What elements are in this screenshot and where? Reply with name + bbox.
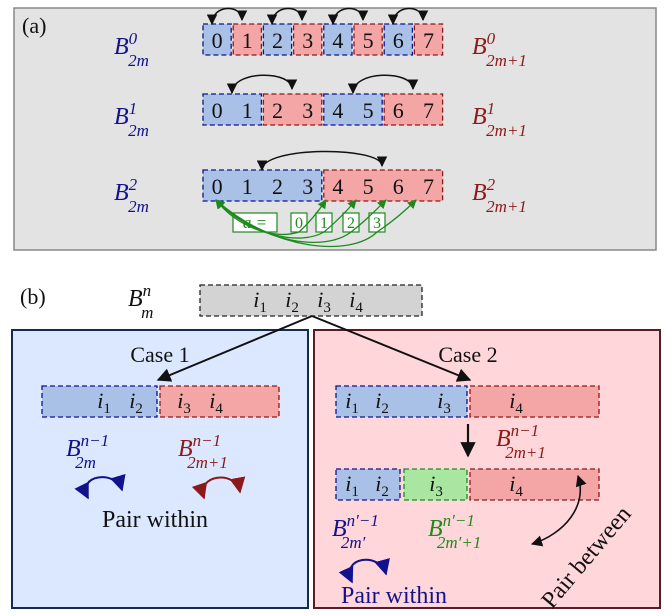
row2-group-0 xyxy=(202,169,323,202)
row0-left-label: B0 2m xyxy=(114,29,149,70)
case2-left2-label: Bn′−1 2m′ xyxy=(332,511,379,552)
case1-title: Case 1 xyxy=(130,342,189,367)
case1-right-label: Bn−1 2m+1 xyxy=(178,431,228,472)
row1-cell-6: 6 xyxy=(393,98,404,123)
case1-navy-loop-icon xyxy=(74,473,126,500)
a-value-3: 3 xyxy=(373,215,381,232)
case2-row1-blue-block xyxy=(335,385,468,418)
top-cell-0: i1 xyxy=(253,287,267,316)
row0-group-0 xyxy=(202,23,232,56)
row2-cell-1: 1 xyxy=(242,174,253,199)
row0-cell-5: 5 xyxy=(363,28,374,53)
case2-row2-green-cell-0: i3 xyxy=(429,471,443,500)
case2-row2-red-cell-0: i4 xyxy=(509,471,523,500)
case2-title: Case 2 xyxy=(438,342,497,367)
case2-row1-blue-cell-0: i1 xyxy=(345,388,359,417)
row2-swap-arc xyxy=(256,150,388,172)
case1-box xyxy=(11,329,309,609)
case2-row2-green-block xyxy=(403,468,468,501)
panel-a-tag: (a) xyxy=(22,13,46,38)
top-block-label: Bn m xyxy=(128,281,153,322)
panel-b: (b) Bn m i1 i2 i3 i4 Case 1 i1 i2 i3 i4 Bn−1 2m … xyxy=(11,281,661,614)
row2-cell-6: 6 xyxy=(393,174,404,199)
row0-cell-4: 4 xyxy=(332,28,343,53)
row0-cell-0: 0 xyxy=(212,28,223,53)
case1-blue-cell-0: i1 xyxy=(97,388,111,417)
row1-swap-arcs xyxy=(226,74,419,95)
row0-group-3 xyxy=(292,23,323,56)
row1-cell-0: 0 xyxy=(212,98,223,123)
row0-cell-7: 7 xyxy=(423,28,434,53)
row0-swap-arcs xyxy=(206,7,429,26)
case2-row2-blue-block xyxy=(335,468,401,501)
case1-maroon-loop-icon xyxy=(191,476,246,500)
green-mapping-arcs xyxy=(215,199,417,248)
a-value-0: 0 xyxy=(295,215,303,232)
row1-cell-4: 4 xyxy=(332,98,343,123)
row1-cell-2: 2 xyxy=(272,98,283,123)
case2-pair-within-label: Pair within xyxy=(341,583,447,609)
case1-blue-cell-1: i2 xyxy=(129,388,143,417)
row1-left-label: B1 2m xyxy=(114,99,149,140)
case2-row1-blue-cell-2: i3 xyxy=(437,388,451,417)
top-gray-block xyxy=(199,284,423,317)
row2-cell-4: 4 xyxy=(332,174,343,199)
case2-navy-loop-icon xyxy=(338,557,390,584)
row2-cell-3: 3 xyxy=(302,174,313,199)
branch-arrows xyxy=(156,315,472,382)
row2-cell-0: 0 xyxy=(212,174,223,199)
top-cell-3: i4 xyxy=(349,287,363,316)
row0-group-5 xyxy=(353,23,383,56)
case2-right-label: Bn−1 2m+1 xyxy=(496,421,546,462)
case1-blue-block xyxy=(41,385,158,418)
row1-group-0 xyxy=(202,93,263,126)
row2-cell-2: 2 xyxy=(272,174,283,199)
row1-cell-1: 1 xyxy=(242,98,253,123)
a-value-2: 2 xyxy=(347,215,355,232)
row0-cell-6: 6 xyxy=(393,28,404,53)
case2-green2-label: Bn′−1 2m′+1 xyxy=(428,511,481,552)
panel-b-tag: (b) xyxy=(20,284,46,309)
row1-group-2 xyxy=(323,93,383,126)
row1-group-1 xyxy=(262,93,323,126)
row2-cell-5: 5 xyxy=(363,174,374,199)
case1-red-cell-1: i4 xyxy=(209,388,223,417)
row1-cell-7: 7 xyxy=(423,98,434,123)
top-cell-1: i2 xyxy=(285,287,299,316)
a-label-box xyxy=(232,212,278,233)
case1-pair-label: Pair within xyxy=(102,507,208,533)
row0-group-7 xyxy=(413,23,444,56)
case2-row2-blue-cell-1: i2 xyxy=(375,471,389,500)
case1-left-label: Bn−1 2m xyxy=(66,431,109,472)
row1-right-label: B1 2m+1 xyxy=(472,99,527,140)
case2-pair-between-arrow xyxy=(530,474,587,547)
case1-red-block xyxy=(159,385,280,418)
row0-group-1 xyxy=(232,23,263,56)
case2-row1-blue-cell-1: i2 xyxy=(375,388,389,417)
case2-row1-red-block xyxy=(469,385,600,418)
row2-left-label: B2 2m xyxy=(114,175,149,216)
row0-group-6 xyxy=(383,23,414,56)
row1-group-3 xyxy=(383,93,444,126)
case1-red-cell-0: i3 xyxy=(177,388,191,417)
row0-group-4 xyxy=(323,23,353,56)
case2-row2-blue-cell-0: i1 xyxy=(345,471,359,500)
row1-cell-3: 3 xyxy=(302,98,313,123)
row0-cell-3: 3 xyxy=(302,28,313,53)
row0-group-2 xyxy=(262,23,293,56)
a-label: a = xyxy=(243,213,267,232)
row2-cell-7: 7 xyxy=(423,174,434,199)
case2-row1-red-cell-0: i4 xyxy=(509,388,523,417)
row0-cell-2: 2 xyxy=(272,28,283,53)
row2-right-label: B2 2m+1 xyxy=(472,175,527,216)
top-cell-2: i3 xyxy=(317,287,331,316)
row0-right-label: B0 2m+1 xyxy=(472,29,527,70)
a-value-1: 1 xyxy=(320,215,328,232)
row0-cell-1: 1 xyxy=(242,28,253,53)
row1-cell-5: 5 xyxy=(363,98,374,123)
